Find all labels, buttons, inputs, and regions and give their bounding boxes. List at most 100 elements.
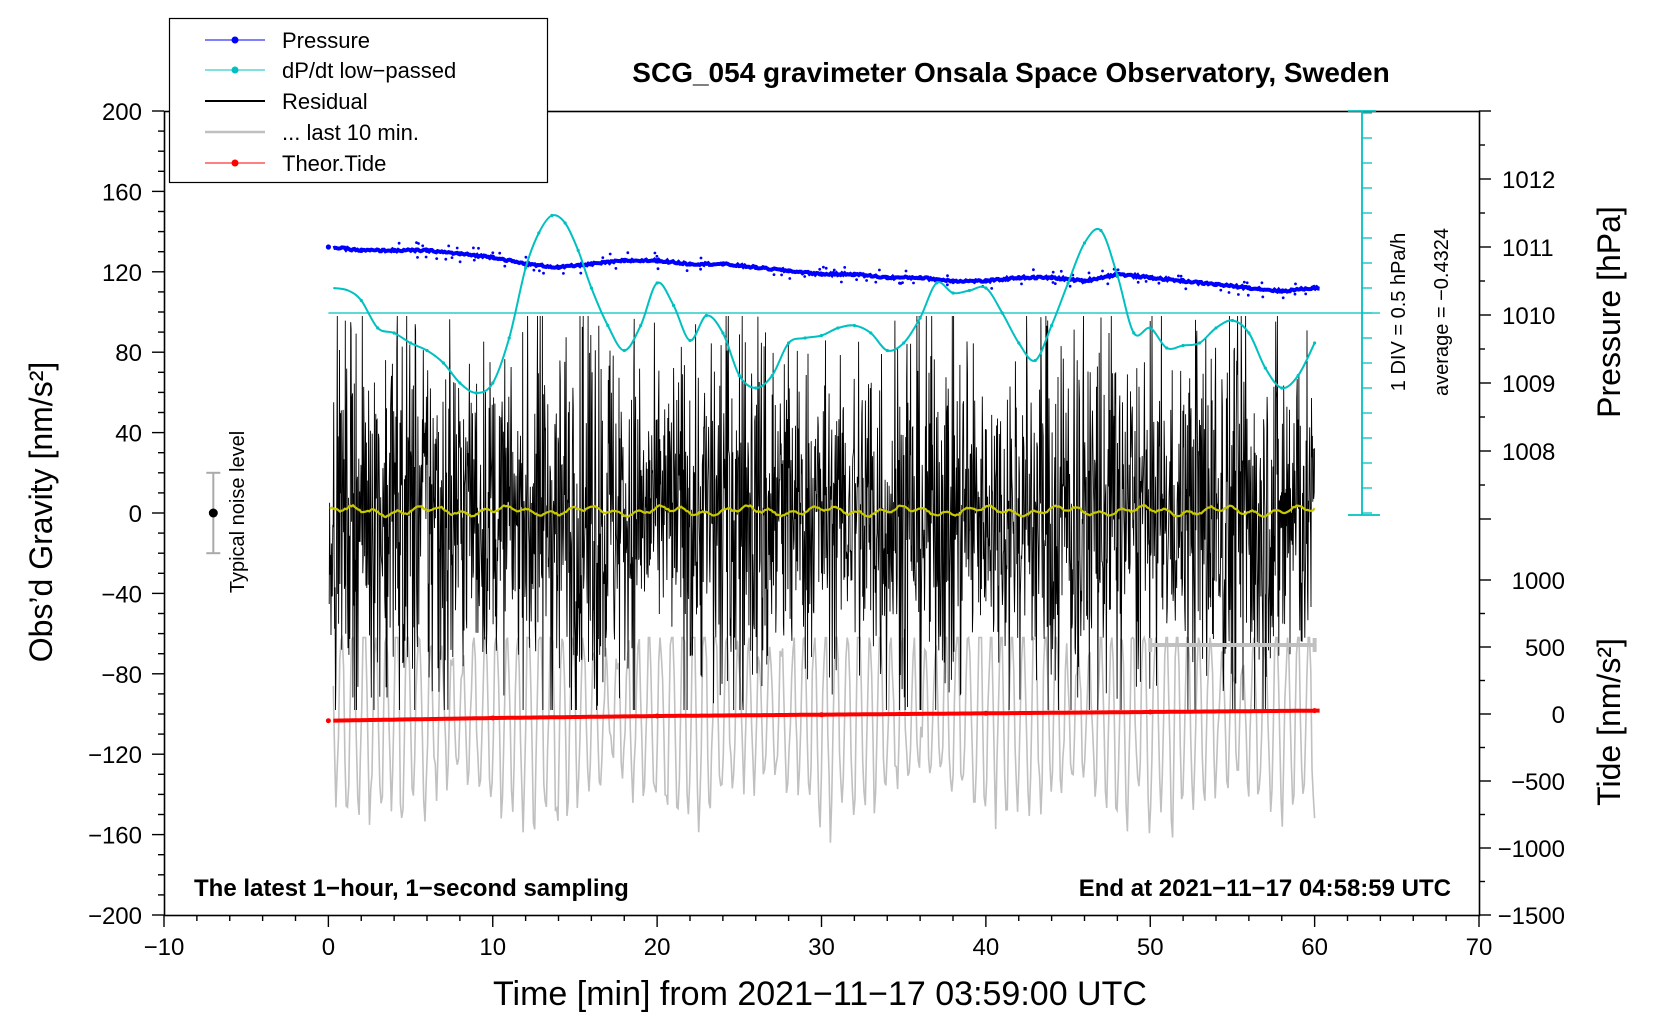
pressure-point — [417, 242, 420, 245]
dpdt-point — [1017, 341, 1021, 345]
pressure-point — [1180, 278, 1186, 284]
dpdt-point — [576, 248, 580, 253]
dpdt-point — [409, 341, 413, 345]
dpdt-point — [1132, 331, 1136, 335]
pressure-point — [424, 247, 430, 253]
dpdt-div-label: 1 DIV = 0.5 hPa/h — [1388, 233, 1410, 391]
tide-point — [654, 713, 660, 719]
pressure-point — [1213, 281, 1219, 287]
pressure-point — [884, 275, 890, 281]
pressure-point — [477, 246, 480, 250]
tide-series — [325, 708, 1320, 724]
y-tick-label: 40 — [115, 421, 142, 448]
pressure-point — [786, 268, 792, 274]
pressure-point — [391, 247, 397, 253]
dpdt-point — [885, 348, 889, 353]
dpdt-point — [1181, 343, 1185, 348]
legend: Pressure dP/dt low−passed Residual ... l… — [168, 17, 549, 184]
y-tick-label: −200 — [88, 903, 142, 930]
pressure-point — [1304, 292, 1308, 296]
pressure-line — [332, 245, 1320, 295]
y-axis-label-tide: Tide [nm/s²] — [1591, 638, 1627, 806]
legend-label-pressure: Pressure — [282, 28, 370, 53]
dpdt-point — [1313, 341, 1317, 345]
residual-last10-line — [332, 634, 1316, 843]
tide-tick-label: −500 — [1511, 769, 1565, 796]
pressure-point — [874, 280, 878, 284]
pressure-point — [699, 256, 703, 260]
pressure-point — [720, 261, 726, 267]
legend-marker-dpdt — [231, 66, 239, 74]
pressure-point — [1101, 269, 1104, 273]
dpdt-series — [328, 213, 1380, 395]
pressure-point — [416, 256, 419, 259]
dpdt-point — [836, 326, 840, 330]
pressure-tick-label: 1011 — [1502, 235, 1554, 262]
pressure-point — [1237, 293, 1240, 296]
residual-line — [328, 315, 1316, 711]
pressure-point — [490, 254, 496, 260]
dpdt-point — [392, 331, 396, 335]
pressure-point — [855, 278, 858, 281]
pressure-point — [950, 278, 956, 284]
pressure-point — [772, 273, 776, 276]
y-tick-label: −40 — [101, 581, 142, 608]
pressure-point — [843, 266, 847, 269]
chart-title: SCG_054 gravimeter Onsala Space Observat… — [632, 57, 1389, 88]
pressure-point — [608, 252, 612, 256]
pressure-point — [542, 271, 545, 275]
pressure-point — [524, 255, 528, 259]
dpdt-point — [1033, 358, 1037, 363]
dpdt-average-label: average = −0.4324 — [1431, 228, 1453, 396]
pressure-point — [562, 272, 565, 275]
pressure-point — [1116, 268, 1120, 272]
pressure-point — [1312, 285, 1318, 291]
pressure-point — [1293, 292, 1297, 296]
dpdt-point — [737, 373, 741, 378]
dpdt-point — [787, 341, 791, 345]
annotation-end-time: End at 2021−11−17 04:58:59 UTC — [1079, 875, 1451, 902]
pressure-point — [588, 261, 595, 267]
dpdt-point — [951, 291, 955, 295]
legend-label-tide: Theor.Tide — [282, 151, 386, 176]
x-axis: −10 0 10 20 30 40 50 60 70 — [144, 915, 1492, 961]
pressure-point — [818, 271, 825, 277]
dpdt-point — [704, 313, 709, 318]
pressure-point — [498, 251, 502, 255]
dpdt-point — [458, 381, 462, 385]
pressure-point — [1053, 282, 1057, 285]
pressure-point — [655, 254, 659, 258]
pressure-point — [601, 256, 605, 259]
tide-point — [490, 715, 496, 721]
legend-label-residual: Residual — [282, 89, 368, 114]
residual-smooth-series — [329, 503, 1316, 519]
pressure-point — [753, 264, 759, 270]
pressure-point — [421, 244, 425, 248]
dpdt-point — [1296, 373, 1300, 378]
pressure-point — [1136, 280, 1140, 284]
legend-marker-tide — [231, 159, 239, 167]
tide-tick-label: −1500 — [1498, 903, 1565, 930]
tide-tick-label: 500 — [1525, 635, 1565, 662]
pressure-point — [912, 281, 915, 285]
pressure-point — [1081, 278, 1088, 284]
pressure-point — [472, 246, 475, 250]
pressure-point — [1059, 269, 1063, 273]
y-tick-label: −80 — [101, 662, 142, 689]
legend-label-last10: ... last 10 min. — [282, 120, 419, 145]
dpdt-point — [359, 298, 363, 303]
y-tick-label: −120 — [88, 742, 142, 769]
dpdt-point — [441, 361, 445, 365]
pressure-point — [447, 244, 451, 248]
dpdt-point — [639, 323, 643, 328]
y-tick-label: 0 — [129, 501, 142, 528]
pressure-point — [990, 287, 994, 290]
pressure-point — [654, 258, 660, 264]
x-axis-label: Time [min] from 2021−11−17 03:59:00 UTC — [493, 975, 1147, 1013]
pressure-tick-label: 1012 — [1502, 167, 1555, 194]
y-axis-label-pressure: Pressure [hPa] — [1591, 206, 1627, 418]
pressure-point — [687, 261, 693, 267]
residual-last10-series — [332, 634, 1316, 843]
pressure-series — [325, 241, 1320, 300]
